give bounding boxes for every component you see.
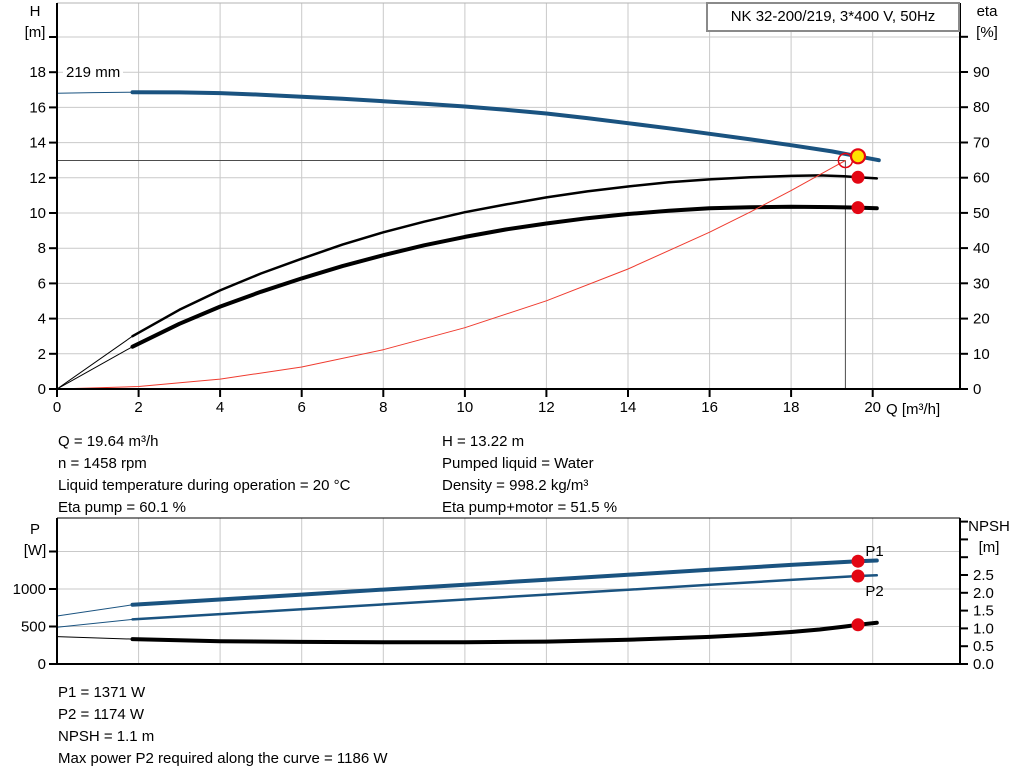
eta-axis-unit: [%] bbox=[976, 24, 998, 41]
y-right-tick-label: 40 bbox=[973, 240, 990, 257]
p1-duty-marker bbox=[851, 554, 865, 568]
duty-point-marker bbox=[849, 148, 867, 165]
x-tick-label: 12 bbox=[538, 399, 555, 416]
series-label-p2: P2 bbox=[865, 583, 883, 600]
y-left-tick-label: 10 bbox=[29, 205, 46, 222]
y-left-tick-label: 0 bbox=[38, 656, 46, 673]
y-left-tick-label: 2 bbox=[38, 346, 46, 363]
npsh-axis-unit: [m] bbox=[978, 539, 1000, 556]
x-tick-label: 2 bbox=[134, 399, 142, 416]
head-value: H = 13.22 m bbox=[442, 433, 525, 450]
density-value: Density = 998.2 kg/m³ bbox=[442, 477, 589, 494]
p-axis-title: P [W] bbox=[16, 519, 54, 561]
y-left-tick-label: 500 bbox=[21, 619, 46, 636]
p1-value: P1 = 1371 W bbox=[58, 684, 146, 701]
y-left-tick-label: 14 bbox=[29, 135, 46, 152]
power-data-block: P1 = 1371 W P2 = 1174 W NPSH = 1.1 m Max… bbox=[58, 682, 388, 770]
p2-value: P2 = 1174 W bbox=[58, 706, 145, 723]
pumped-liquid-value: Pumped liquid = Water bbox=[442, 455, 594, 472]
npsh-value: NPSH = 1.1 m bbox=[58, 728, 155, 745]
p1-curve-lead bbox=[56, 604, 133, 617]
npsh-curve-lead bbox=[56, 636, 133, 640]
p-axis-unit: [W] bbox=[23, 542, 47, 559]
y-left-tick-label: 16 bbox=[29, 99, 46, 116]
y-right-tick-label: 1.5 bbox=[973, 603, 994, 620]
y-right-tick-label: 2.0 bbox=[973, 585, 994, 602]
x-tick-label: 6 bbox=[298, 399, 306, 416]
y-left-tick-label: 12 bbox=[29, 170, 46, 187]
y-right-tick-label: 50 bbox=[973, 205, 990, 222]
npsh-curve bbox=[130, 620, 879, 645]
y-left-tick-label: 8 bbox=[38, 240, 46, 257]
p2-curve-lead bbox=[56, 618, 133, 628]
y-left-tick-label: 0 bbox=[38, 381, 46, 398]
y-right-tick-label: 60 bbox=[973, 170, 990, 187]
head-curve-219mm bbox=[130, 90, 881, 163]
y-right-tick-label: 0.0 bbox=[973, 656, 994, 673]
eta-pump-motor-duty-marker bbox=[851, 201, 865, 215]
eta-pump-motor-curve-lead bbox=[56, 346, 133, 390]
head-curve-219mm-lead bbox=[56, 91, 133, 94]
speed-value: n = 1458 rpm bbox=[58, 455, 147, 472]
y-right-tick-label: 1.0 bbox=[973, 620, 994, 637]
y-right-tick-label: 10 bbox=[973, 346, 990, 363]
operating-data-right: H = 13.22 m Pumped liquid = Water Densit… bbox=[442, 431, 617, 519]
system-curve bbox=[56, 160, 846, 390]
h-axis-name: H bbox=[29, 3, 41, 20]
h-axis-unit: [m] bbox=[24, 24, 46, 41]
y-left-tick-label: 4 bbox=[38, 311, 46, 328]
y-right-tick-label: 90 bbox=[973, 64, 990, 81]
p2-curve bbox=[131, 574, 879, 621]
q-axis-title: Q [m³/h] bbox=[886, 401, 941, 418]
y-right-tick-label: 0.5 bbox=[973, 638, 994, 655]
eta-axis-name: eta bbox=[976, 3, 998, 20]
y-right-tick-label: 0 bbox=[973, 381, 981, 398]
y-left-tick-label: 18 bbox=[29, 64, 46, 81]
impeller-size-label: 219 mm bbox=[63, 63, 124, 82]
y-right-tick-label: 20 bbox=[973, 311, 990, 328]
x-tick-label: 0 bbox=[53, 399, 61, 416]
y-right-tick-label: 2.5 bbox=[973, 567, 994, 584]
eta-pump-motor-value: Eta pump+motor = 51.5 % bbox=[442, 499, 618, 516]
p-axis-name: P bbox=[29, 521, 40, 538]
y-right-tick-label: 30 bbox=[973, 275, 990, 292]
series-label-p1: P1 bbox=[865, 543, 883, 560]
flow-value: Q = 19.64 m³/h bbox=[58, 433, 159, 450]
p2-duty-marker bbox=[851, 569, 865, 583]
y-left-tick-label: 1000 bbox=[13, 581, 46, 598]
operating-data-left: Q = 19.64 m³/h n = 1458 rpm Liquid tempe… bbox=[58, 431, 350, 519]
chart-title-box: NK 32-200/219, 3*400 V, 50Hz bbox=[706, 2, 960, 32]
x-tick-label: 10 bbox=[457, 399, 474, 416]
y-right-tick-label: 70 bbox=[973, 135, 990, 152]
npsh-axis-title: NPSH [m] bbox=[960, 516, 1018, 558]
x-tick-label: 4 bbox=[216, 399, 224, 416]
qh-chart: 0 2 4 6 8 10 12 14 16 18 20 0 2 4 6 8 10 12 14 16 18 0 10 20 30 4… bbox=[29, 2, 990, 416]
h-axis-title: H [m] bbox=[16, 1, 54, 43]
p1-curve bbox=[130, 558, 879, 607]
eta-pump-value: Eta pump = 60.1 % bbox=[58, 499, 186, 516]
y-right-tick-label: 80 bbox=[973, 99, 990, 116]
liquid-temperature-value: Liquid temperature during operation = 20… bbox=[58, 477, 351, 494]
eta-pump-curve-lead bbox=[56, 335, 133, 390]
eta-pump-duty-marker bbox=[851, 170, 865, 184]
x-tick-label: 18 bbox=[783, 399, 800, 416]
eta-pump-motor-curve bbox=[130, 204, 879, 349]
npsh-duty-marker bbox=[851, 618, 865, 632]
x-tick-label: 8 bbox=[379, 399, 387, 416]
power-chart: 0 500 1000 0.00.51.01.52.02.5 P1 P2 bbox=[13, 517, 994, 673]
eta-axis-title: eta [%] bbox=[963, 1, 1011, 43]
y-left-tick-label: 6 bbox=[38, 275, 46, 292]
eta-pump-curve bbox=[131, 174, 879, 338]
x-tick-label: 20 bbox=[864, 399, 881, 416]
x-tick-label: 16 bbox=[701, 399, 718, 416]
max-power-value: Max power P2 required along the curve = … bbox=[58, 750, 388, 767]
x-tick-label: 14 bbox=[620, 399, 637, 416]
npsh-axis-name: NPSH bbox=[968, 518, 1010, 535]
